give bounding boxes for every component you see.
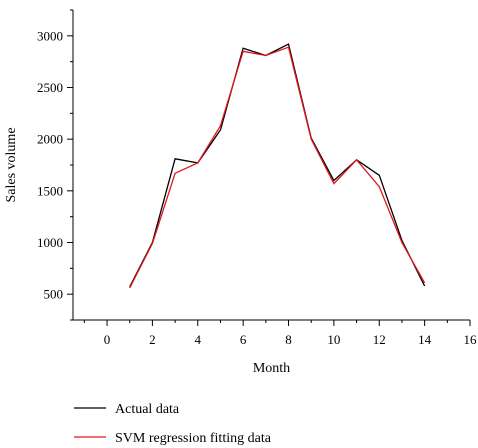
x-tick-label: 10 (327, 332, 340, 347)
y-tick-label: 2500 (37, 80, 63, 95)
x-tick-label: 2 (149, 332, 156, 347)
tick-labels: 0 2 4 6 8 10 12 14 16 500 1000 1500 2000 2500 3000 (37, 28, 477, 347)
y-tick-label: 3000 (37, 28, 63, 43)
y-tick-label: 2000 (37, 132, 63, 147)
legend: Actual data SVM regression fitting data (74, 402, 272, 446)
x-tick-label: 12 (373, 332, 386, 347)
legend-label-2: SVM regression fitting data (115, 431, 272, 446)
y-tick-label: 500 (44, 287, 64, 302)
x-tick-label: 6 (240, 332, 247, 347)
series-line-2 (129, 46, 426, 289)
x-tick-label: 16 (464, 332, 478, 347)
x-axis-title: Month (253, 361, 290, 376)
y-axis-title: Sales volume (4, 127, 19, 202)
y-tick-label: 1500 (37, 183, 63, 198)
series-lines (129, 43, 426, 289)
y-tick-label: 1000 (37, 235, 63, 250)
legend-label-1: Actual data (115, 402, 180, 417)
x-tick-label: 14 (418, 332, 432, 347)
x-tick-label: 4 (195, 332, 202, 347)
axes (67, 9, 471, 326)
series-line-1 (129, 43, 426, 288)
x-tick-label: 0 (104, 332, 111, 347)
x-tick-label: 8 (285, 332, 292, 347)
